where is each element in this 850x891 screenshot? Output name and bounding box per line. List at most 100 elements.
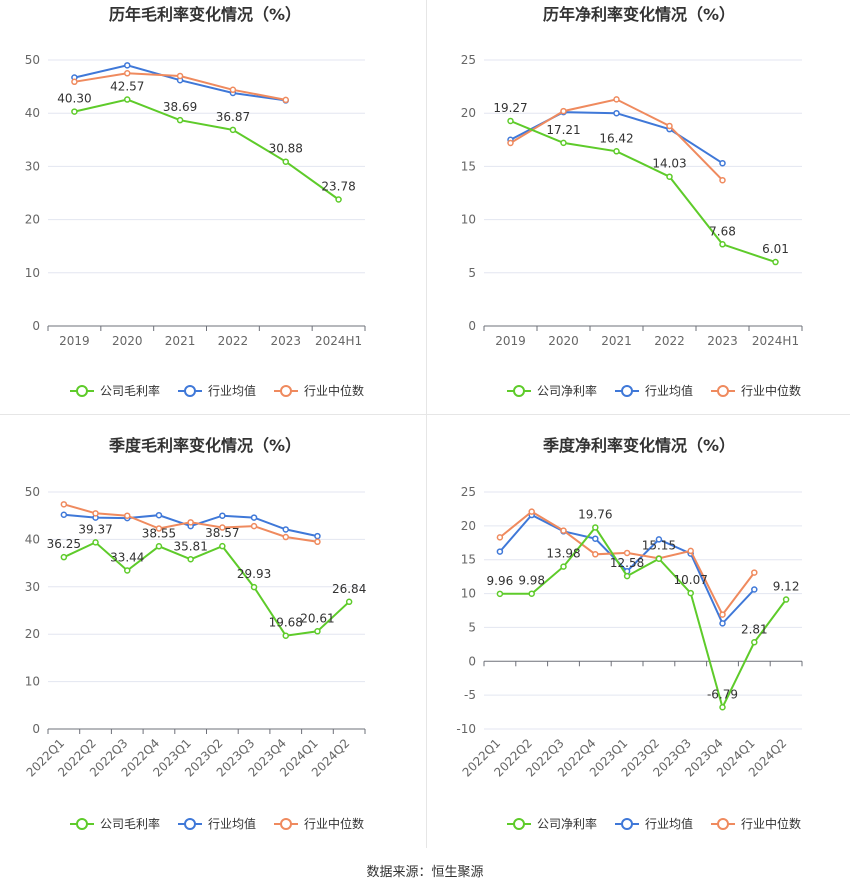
data-label: 9.96	[487, 574, 514, 588]
data-label: 2.81	[741, 622, 768, 636]
y-tick-label: -10	[456, 722, 476, 736]
legend-marker	[184, 385, 196, 397]
legend-marker	[513, 818, 525, 830]
x-tick-label: 2024H1	[752, 334, 799, 348]
data-point-company	[507, 117, 514, 125]
legend-marker	[621, 818, 633, 830]
legend-item-company: 公司净利率	[507, 816, 597, 831]
data-label: 35.81	[173, 539, 207, 553]
y-tick-label: 5	[468, 266, 476, 280]
data-point-company	[528, 590, 535, 597]
legend-item-company: 公司毛利率	[70, 816, 160, 831]
data-point-industry_median	[528, 508, 535, 515]
data-source-caption: 数据来源：恒生聚源	[366, 865, 484, 880]
legend-marker	[513, 385, 525, 397]
data-point-industry_median	[560, 107, 567, 115]
data-point-industry_median	[229, 86, 237, 94]
x-tick-label: 2019	[495, 334, 526, 348]
data-label: 36.87	[216, 110, 250, 124]
chart-panel-4: 季度净利率变化情况（%）-10-505101520252022Q12022Q22…	[456, 436, 803, 831]
data-point-company	[176, 116, 184, 124]
data-point-company	[719, 241, 726, 248]
data-point-industry_avg	[250, 514, 258, 521]
data-label: 23.78	[321, 179, 355, 193]
data-label: 33.44	[110, 550, 144, 564]
data-label: 15.15	[642, 539, 676, 553]
data-point-industry_median	[592, 551, 599, 558]
legend-marker	[717, 385, 729, 397]
legend-item-industry_median: 行业中位数	[274, 816, 364, 831]
data-point-company	[155, 543, 163, 550]
data-label: 29.93	[237, 567, 271, 581]
data-point-industry_median	[719, 176, 726, 184]
x-tick-label: 2022	[218, 334, 249, 348]
data-point-industry_avg	[613, 109, 620, 117]
y-tick-label: 50	[25, 485, 40, 499]
chart-panel-3: 季度毛利率变化情况（%）010203040502022Q12022Q22022Q…	[24, 436, 367, 831]
legend-item-company: 公司净利率	[507, 383, 597, 398]
data-point-company	[335, 196, 342, 203]
y-tick-label: 0	[468, 654, 476, 668]
data-label: 39.37	[78, 522, 112, 536]
data-point-industry_avg	[124, 62, 131, 69]
data-point-company	[560, 563, 567, 570]
data-label: 42.57	[110, 80, 144, 94]
data-point-company	[719, 704, 726, 711]
y-tick-label: 25	[461, 53, 476, 67]
data-point-industry_median	[719, 611, 726, 618]
data-point-industry_median	[560, 527, 567, 534]
data-label: 19.76	[578, 507, 612, 521]
y-tick-label: 10	[461, 587, 476, 601]
data-point-company	[60, 553, 68, 561]
legend-label: 行业均值	[208, 383, 256, 398]
data-label: 38.55	[142, 526, 176, 540]
vertical-divider	[426, 0, 427, 848]
legend-label: 行业均值	[645, 816, 693, 831]
y-tick-label: 20	[25, 627, 40, 641]
y-tick-label: 40	[25, 106, 40, 120]
chart-title: 季度净利率变化情况（%）	[542, 436, 735, 455]
data-point-industry_median	[687, 547, 694, 555]
series-line-company	[499, 525, 787, 711]
data-point-industry_avg	[719, 620, 726, 627]
y-tick-label: 10	[25, 266, 40, 280]
x-tick-label: 2023	[270, 334, 301, 348]
data-point-company	[345, 598, 353, 606]
legend-item-industry_median: 行业中位数	[274, 383, 364, 398]
legend-item-company: 公司毛利率	[70, 383, 160, 398]
legend-label: 行业中位数	[304, 816, 364, 831]
data-point-industry_median	[71, 78, 78, 86]
data-point-company	[496, 590, 504, 598]
data-point-company	[282, 632, 289, 639]
data-point-industry_median	[187, 519, 194, 526]
data-point-industry_avg	[219, 512, 226, 519]
y-tick-label: 15	[461, 159, 476, 173]
data-label: 13.98	[546, 547, 580, 561]
data-point-company	[782, 596, 790, 603]
legend-marker	[621, 385, 633, 397]
x-tick-label: 2022	[654, 334, 685, 348]
data-label: -6.79	[707, 687, 738, 701]
legend-marker	[280, 818, 292, 830]
y-tick-label: 20	[461, 106, 476, 120]
y-tick-label: -5	[464, 688, 476, 702]
data-label: 12.58	[610, 556, 644, 570]
data-label: 36.25	[47, 537, 81, 551]
legend-item-industry_median: 行业中位数	[711, 816, 801, 831]
chart-title: 历年毛利率变化情况（%）	[109, 5, 301, 24]
y-tick-label: 40	[25, 532, 40, 546]
data-point-company	[560, 139, 567, 147]
data-label: 10.07	[674, 573, 708, 587]
data-point-industry_median	[176, 72, 184, 80]
data-label: 6.01	[762, 242, 789, 256]
chart-panel-1: 历年毛利率变化情况（%） 0 10 20 30 40 50 2019 2020 2021 2022 2…	[25, 5, 366, 398]
x-tick-label: 2020	[548, 334, 579, 348]
legend-marker	[184, 818, 196, 830]
data-label: 38.57	[205, 526, 239, 540]
data-point-industry_median	[496, 534, 504, 541]
data-point-industry_avg	[751, 586, 758, 593]
chart-title: 历年净利率变化情况（%）	[543, 5, 735, 24]
chart-title: 季度毛利率变化情况（%）	[108, 436, 301, 455]
data-label: 9.98	[518, 574, 545, 588]
x-tick-label: 2024H1	[315, 334, 362, 348]
